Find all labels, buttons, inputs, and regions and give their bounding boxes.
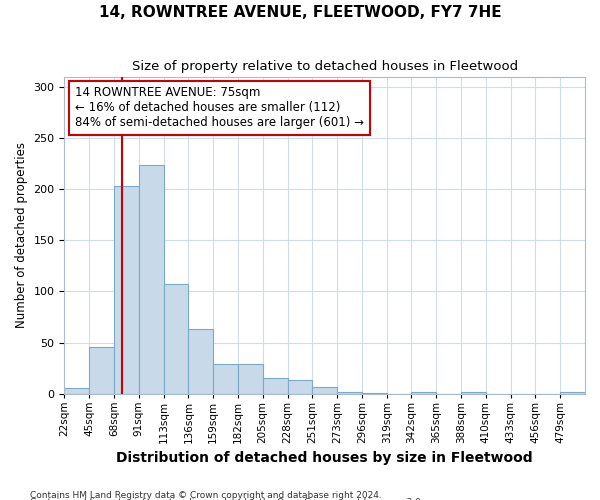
Bar bbox=[461, 392, 486, 394]
Bar bbox=[164, 284, 188, 394]
Bar bbox=[263, 378, 287, 394]
Bar bbox=[560, 392, 585, 394]
Bar bbox=[213, 364, 238, 394]
Bar bbox=[114, 186, 139, 394]
Title: Size of property relative to detached houses in Fleetwood: Size of property relative to detached ho… bbox=[131, 60, 518, 73]
Bar bbox=[188, 329, 213, 394]
X-axis label: Distribution of detached houses by size in Fleetwood: Distribution of detached houses by size … bbox=[116, 451, 533, 465]
Bar bbox=[313, 388, 337, 394]
Text: 14, ROWNTREE AVENUE, FLEETWOOD, FY7 7HE: 14, ROWNTREE AVENUE, FLEETWOOD, FY7 7HE bbox=[98, 5, 502, 20]
Bar bbox=[287, 380, 313, 394]
Y-axis label: Number of detached properties: Number of detached properties bbox=[15, 142, 28, 328]
Bar bbox=[139, 165, 164, 394]
Bar bbox=[412, 392, 436, 394]
Text: Contains HM Land Registry data © Crown copyright and database right 2024.: Contains HM Land Registry data © Crown c… bbox=[30, 490, 382, 500]
Bar bbox=[238, 364, 263, 394]
Bar bbox=[64, 388, 89, 394]
Text: Contains public sector information licensed under the Open Government Licence v3: Contains public sector information licen… bbox=[30, 498, 424, 500]
Bar bbox=[362, 392, 386, 394]
Bar bbox=[89, 346, 114, 394]
Text: 14 ROWNTREE AVENUE: 75sqm
← 16% of detached houses are smaller (112)
84% of semi: 14 ROWNTREE AVENUE: 75sqm ← 16% of detac… bbox=[75, 86, 364, 130]
Bar bbox=[337, 392, 362, 394]
